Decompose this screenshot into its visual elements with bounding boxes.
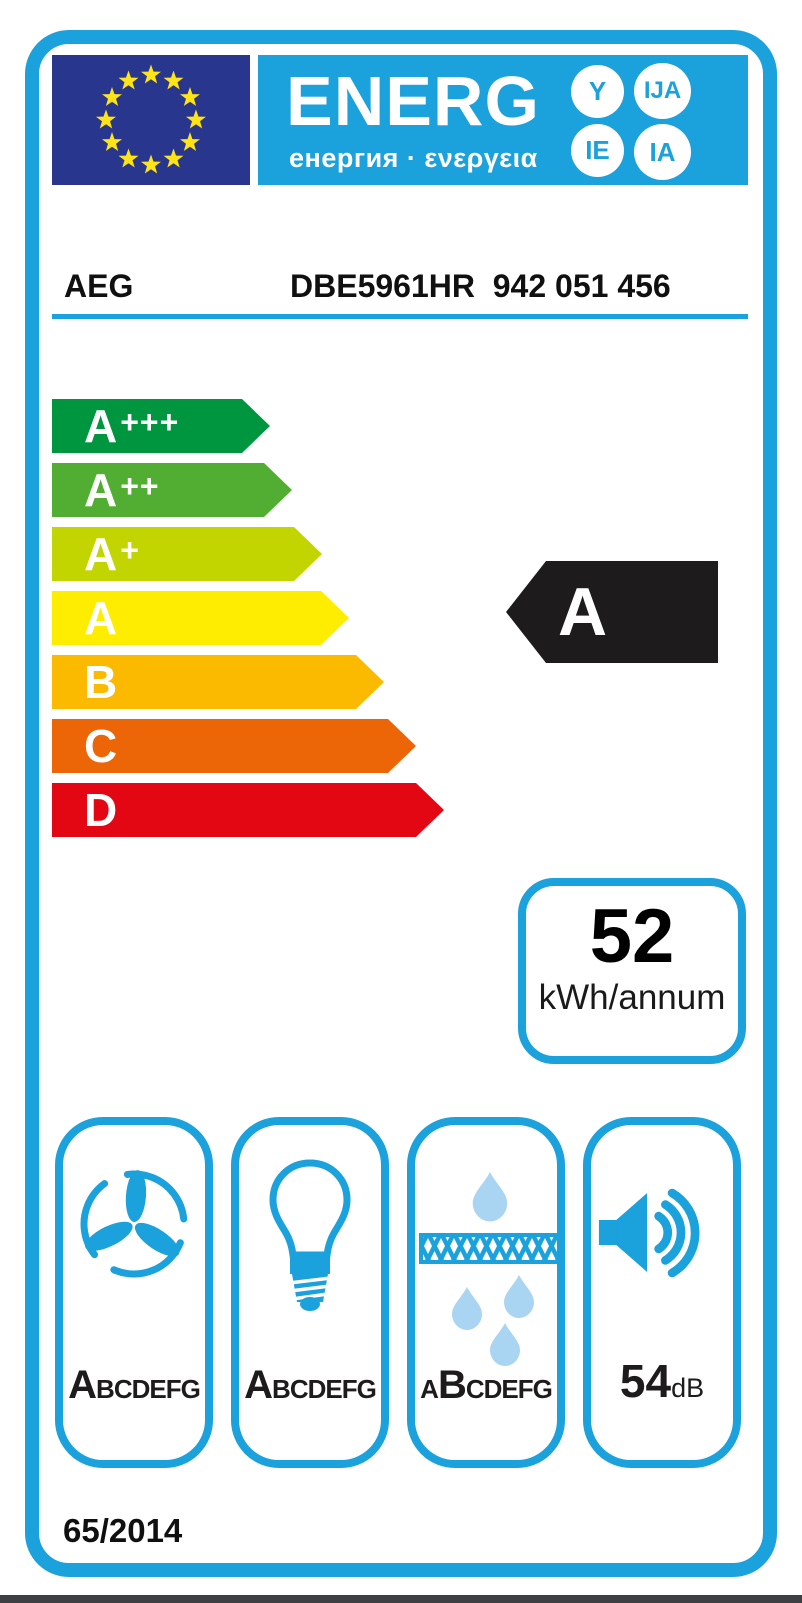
eu-stars-icon xyxy=(96,64,206,174)
speaker-icon xyxy=(591,1177,733,1294)
model-number: DBE5961HR 942 051 456 xyxy=(290,268,671,304)
feature-box-fluid-dynamic-efficiency: ABCDEFG xyxy=(55,1117,213,1468)
rating-arrow: A xyxy=(506,561,718,663)
energy-class-arrow-a++: A ++ xyxy=(52,463,292,517)
efficiency-scale: A +++ A ++ A + A B C D xyxy=(52,399,444,847)
filter-icon xyxy=(415,1155,561,1372)
energy-class-arrow-a+++: A +++ xyxy=(52,399,270,453)
energ-title: ENERG xyxy=(286,62,540,140)
language-badge-y: Y xyxy=(571,65,624,118)
feature-box-lighting-efficiency: ABCDEFG xyxy=(231,1117,389,1468)
energy-class-arrow-d: D xyxy=(52,783,444,837)
language-badge-ia: IA xyxy=(634,124,691,180)
feature-box-noise-level: 54dB xyxy=(583,1117,741,1468)
lighting-efficiency-class: ABCDEFG xyxy=(244,1363,377,1407)
annual-energy-box: 52 kWh/annum xyxy=(518,878,746,1064)
energy-class-arrow-c: C xyxy=(52,719,416,773)
energy-class-arrow-a: A xyxy=(52,591,349,645)
fluid-dynamic-efficiency-class: ABCDEFG xyxy=(68,1363,201,1407)
energ-header-band: ENERG енергия · ενεργεια Y IJA IE IA xyxy=(258,55,748,185)
energy-class-label: C xyxy=(84,720,118,772)
energy-class-label: A + xyxy=(84,528,140,580)
rating-arrow-shape xyxy=(506,561,718,663)
annual-energy-unit: kWh/annum xyxy=(538,978,726,1017)
energy-class-label: A ++ xyxy=(84,464,160,516)
fan-icon xyxy=(63,1161,205,1286)
feature-box-grease-filtering-efficiency: ABCDEFG xyxy=(407,1117,565,1468)
grease-filtering-efficiency-class: ABCDEFG xyxy=(420,1363,553,1407)
rating-class-letter: A xyxy=(558,574,608,650)
energy-class-label: D xyxy=(84,784,118,836)
language-badge-ie: IE xyxy=(571,124,624,177)
regulation-number: 65/2014 xyxy=(63,1512,183,1549)
energy-class-arrow-a+: A + xyxy=(52,527,322,581)
eu-flag xyxy=(52,55,250,185)
energy-class-arrow-b: B xyxy=(52,655,384,709)
annual-energy-value: 52 xyxy=(589,894,675,979)
divider-rule xyxy=(52,314,748,319)
energ-subtitle: енергия · ενεργεια xyxy=(289,143,538,173)
energy-class-label: A xyxy=(84,592,118,644)
brand-name: AEG xyxy=(64,268,134,304)
noise-level-value: 54dB xyxy=(619,1355,705,1407)
language-badge-ija: IJA xyxy=(634,63,691,119)
energy-class-label: A +++ xyxy=(84,400,180,452)
energy-class-label: B xyxy=(84,656,118,708)
bulb-icon xyxy=(239,1155,381,1320)
screenshot-bottom-edge xyxy=(0,1595,802,1603)
